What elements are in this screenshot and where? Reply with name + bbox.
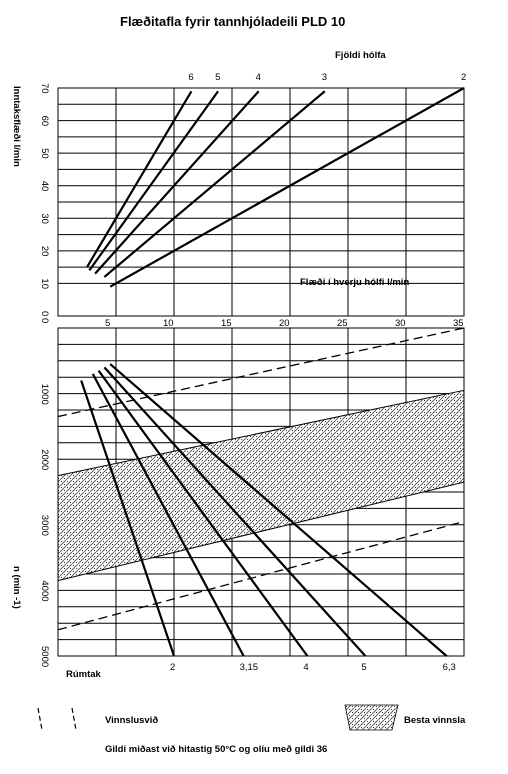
bottom-x-axis-label: Rúmtak [66, 669, 102, 680]
bottom-series-label: 3,15 [240, 662, 259, 673]
top-series-label: 3 [322, 72, 327, 83]
top-series-line-5 [88, 90, 219, 272]
top-x-tick: 10 [163, 318, 174, 329]
top-series-label: 4 [256, 72, 261, 83]
top-y-tick: 50 [39, 148, 50, 159]
bottom-series-line-2 [80, 380, 176, 657]
bottom-series-line-3,15 [91, 373, 245, 657]
bottom-series: 2 3,15 4 5 6,3 [80, 363, 456, 673]
legend-dashed-mark-2 [71, 707, 77, 731]
top-y-tick: 0 [39, 311, 50, 316]
top-y-tick: 10 [39, 278, 50, 289]
bottom-series-line-5 [103, 366, 367, 657]
top-series-label: 6 [188, 72, 193, 83]
bottom-series-line-6,3 [109, 363, 448, 657]
legend-dashed-mark-1 [37, 707, 43, 731]
legend-dashed-label: Vinnslusvið [105, 715, 158, 726]
bottom-series-label: 4 [303, 662, 308, 673]
legend-hatched-mark [344, 704, 399, 731]
top-x-tick: 35 [453, 318, 464, 329]
top-series-line-6 [86, 90, 193, 268]
bottom-series-label: 2 [170, 662, 175, 673]
top-x-tick: 30 [395, 318, 406, 329]
top-series: 6 5 4 3 2 [86, 72, 466, 288]
bottom-y-axis-label: n (min -1) [11, 566, 22, 609]
bottom-series-label: 6,3 [443, 662, 456, 673]
top-y-tick: 20 [39, 246, 50, 257]
top-y-axis-label: Inntaksflæði l/min [11, 86, 22, 167]
besta-vinnsla-band [57, 327, 465, 631]
top-series-line-4 [94, 90, 260, 275]
top-y-tick: 60 [39, 116, 50, 127]
bottom-y-tick: 5000 [39, 646, 50, 667]
top-x-axis-label: Flæði í hverju hólfi l/min [300, 277, 409, 288]
chart-title: Flæðitafla fyrir tannhjóladeili PLD 10 [120, 14, 345, 29]
bottom-y-tick: 2000 [39, 449, 50, 470]
top-y-tick: 30 [39, 213, 50, 224]
top-x-tick: 5 [105, 318, 110, 329]
top-x-tick: 25 [337, 318, 348, 329]
bottom-y-tick: 1000 [39, 384, 50, 405]
besta-vinnsla-area [57, 389, 465, 582]
footnote: Gildi miðast við hitastig 50°C og olíu m… [105, 744, 327, 755]
top-series-line-2 [109, 87, 465, 288]
top-y-tick: 70 [39, 83, 50, 94]
top-y-tick: 40 [39, 181, 50, 192]
top-x-tick: 15 [221, 318, 232, 329]
vinnslusvid-bound-line [57, 520, 465, 631]
top-x-tick: 20 [279, 318, 290, 329]
bottom-y-tick: 4000 [39, 580, 50, 601]
top-series-line-3 [103, 90, 326, 278]
legend-hatched-label: Besta vinnsla [404, 715, 466, 726]
bottom-y-tick: 3000 [39, 515, 50, 536]
top-x-label: Fjöldi hólfa [335, 50, 386, 61]
top-series-label: 5 [215, 72, 220, 83]
bottom-series-line-4 [97, 369, 309, 657]
bottom-series-label: 5 [361, 662, 366, 673]
tick-labels: 0 10 20 30 40 50 60 70 5 10 15 20 25 30 35 0 1000 2000 300… [39, 83, 464, 667]
bottom-y-tick: 0 [39, 318, 50, 323]
top-series-label: 2 [461, 72, 466, 83]
